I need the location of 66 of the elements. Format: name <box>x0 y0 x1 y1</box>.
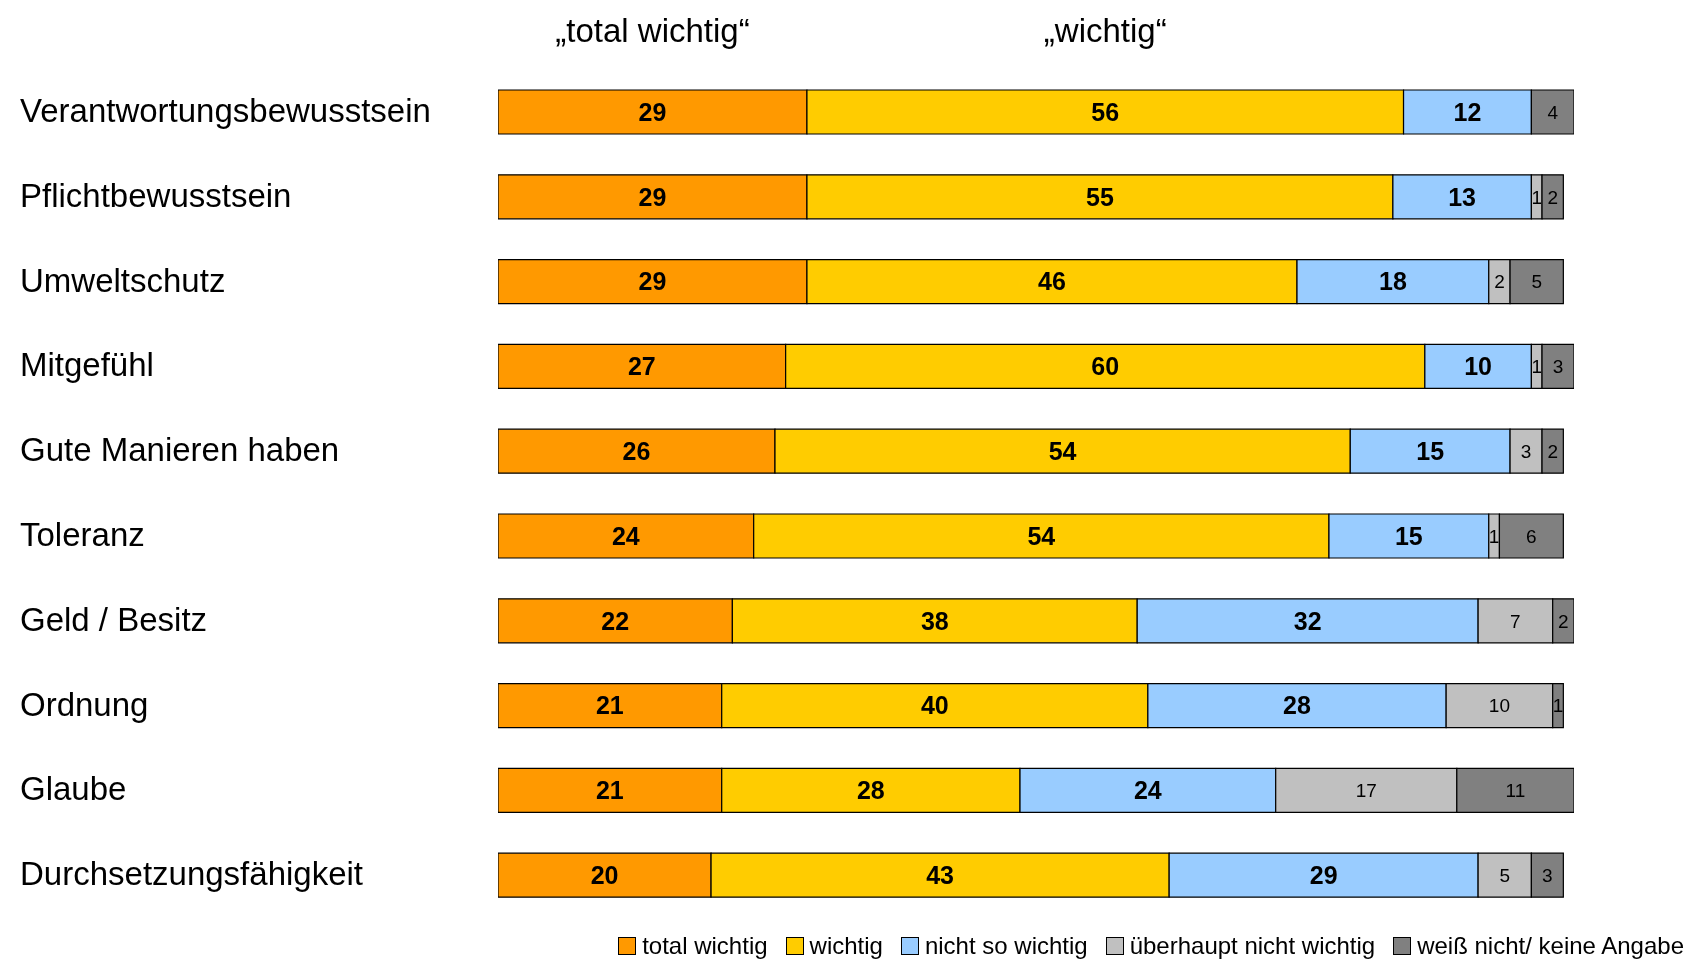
data-label: 55 <box>1086 182 1114 211</box>
data-label: 22 <box>601 606 630 635</box>
legend-label: überhaupt nicht wichtig <box>1128 932 1376 960</box>
data-label: 46 <box>1038 267 1066 296</box>
data-label: 29 <box>638 182 667 211</box>
data-label: 54 <box>1027 521 1056 550</box>
data-label: 4 <box>1547 101 1559 123</box>
data-label: 21 <box>595 691 624 720</box>
data-label: 29 <box>1309 861 1338 890</box>
y-tick-label: Pflichtbewusstsein <box>20 176 292 214</box>
data-label: 60 <box>1091 352 1120 381</box>
y-tick-label: Gute Manieren haben <box>20 431 340 469</box>
data-label: 3 <box>1542 864 1553 886</box>
y-tick-label: Durchsetzungsfähigkeit <box>20 855 364 893</box>
data-label: 2 <box>1558 610 1569 632</box>
y-tick-label: Geld / Besitz <box>20 600 208 638</box>
data-label: 2 <box>1494 271 1505 293</box>
data-label: 13 <box>1448 182 1477 211</box>
data-label: 27 <box>627 352 656 381</box>
data-label: 15 <box>1394 521 1423 550</box>
data-label: 5 <box>1531 271 1542 293</box>
data-label: 54 <box>1048 437 1077 466</box>
data-label: 2 <box>1547 186 1558 208</box>
data-label: 11 <box>1505 780 1526 802</box>
data-label: 12 <box>1453 97 1482 126</box>
y-tick-label: Ordnung <box>20 685 149 723</box>
y-tick-label: Verantwortungsbewusstsein <box>20 91 431 129</box>
text: „wichtig“ <box>1043 12 1167 50</box>
data-label: 32 <box>1293 606 1322 635</box>
data-label: 28 <box>856 776 885 805</box>
legend-label: wichtig <box>808 932 883 960</box>
y-tick-label: Umweltschutz <box>20 261 226 299</box>
data-label: 24 <box>611 521 640 550</box>
data-label: 3 <box>1520 440 1532 462</box>
data-label: 10 <box>1464 352 1493 381</box>
data-label: 2 <box>1547 440 1558 462</box>
data-label: 38 <box>920 606 949 635</box>
data-label: 1 <box>1552 695 1564 717</box>
data-label: 7 <box>1510 610 1521 632</box>
y-tick-label: Glaube <box>20 770 127 808</box>
y-tick-label: Toleranz <box>20 515 145 553</box>
data-label: 1 <box>1531 356 1542 378</box>
data-label: 18 <box>1378 267 1407 296</box>
text: „total wichtig“ <box>555 12 750 50</box>
data-label: 20 <box>590 861 619 890</box>
data-label: 21 <box>595 776 624 805</box>
data-label: 29 <box>638 267 667 296</box>
data-label: 40 <box>920 691 949 720</box>
data-label: 1 <box>1488 525 1500 547</box>
data-label: 5 <box>1499 864 1511 886</box>
data-label: 3 <box>1552 356 1564 378</box>
data-label: 10 <box>1488 695 1510 717</box>
data-label: 6 <box>1526 525 1537 547</box>
y-tick-label: Mitgefühl <box>20 346 154 384</box>
data-label: 15 <box>1416 437 1445 466</box>
data-label: 17 <box>1355 780 1377 802</box>
data-label: 26 <box>622 437 651 466</box>
legend-label: total wichtig <box>641 932 768 960</box>
data-label: 24 <box>1133 776 1162 805</box>
data-label: 43 <box>926 861 955 890</box>
data-label: 28 <box>1283 691 1312 720</box>
data-label: 1 <box>1531 186 1542 208</box>
data-label: 29 <box>638 97 667 126</box>
legend-label: nicht so wichtig <box>923 932 1088 960</box>
legend-label: weiß nicht/ keine Angabe <box>1416 932 1684 960</box>
data-label: 56 <box>1091 97 1120 126</box>
